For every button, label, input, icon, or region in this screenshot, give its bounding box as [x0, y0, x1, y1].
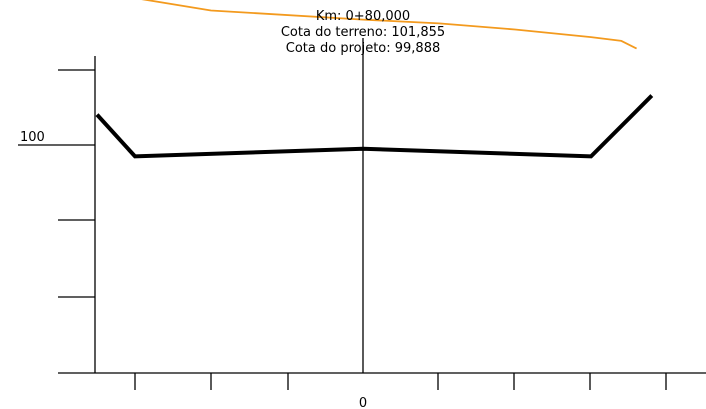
- elevation-label-100: 100: [20, 130, 45, 145]
- header-project-elevation: Cota do projeto: 99,888: [286, 41, 441, 56]
- header-terrain-elevation: Cota do terreno: 101,855: [281, 25, 445, 40]
- offset-label-0: 0: [359, 396, 367, 409]
- project-line: [95, 94, 654, 159]
- terrain-line: [141, 0, 638, 50]
- header-km: Km: 0+80,000: [316, 9, 410, 24]
- grid-ticks: [18, 38, 706, 390]
